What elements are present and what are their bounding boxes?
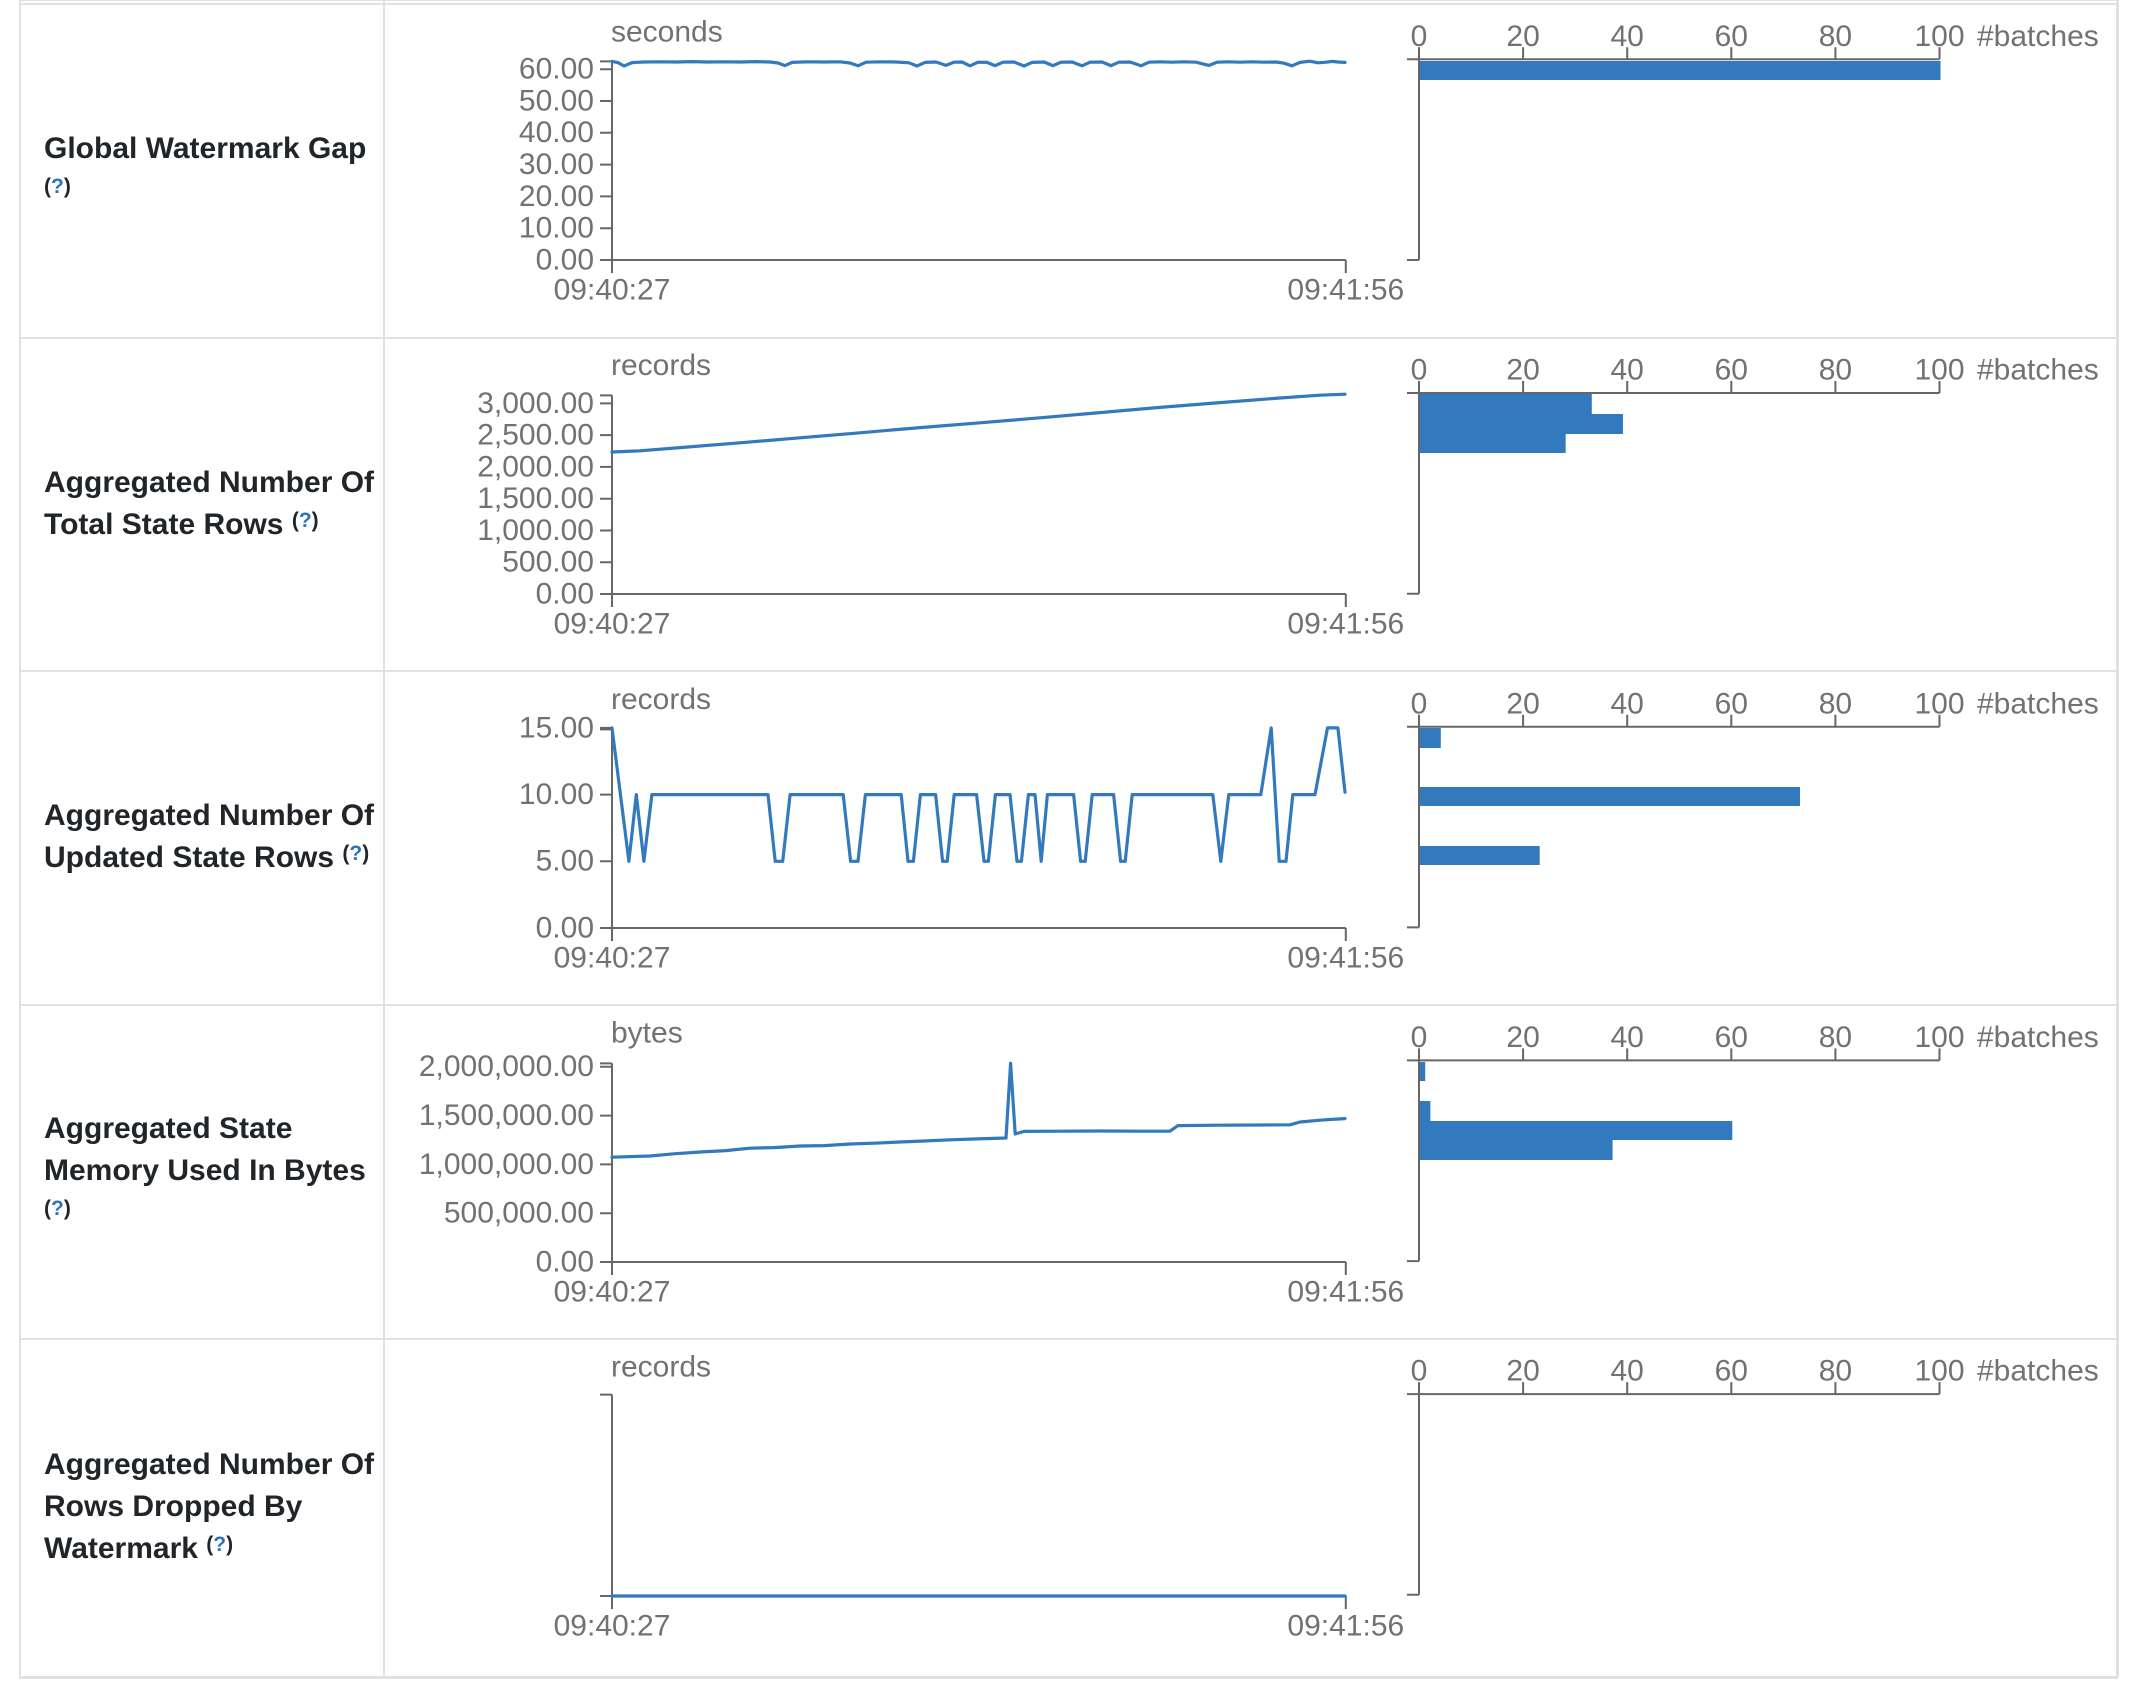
svg-text:1,000.00: 1,000.00: [477, 514, 594, 547]
svg-text:20: 20: [1506, 354, 1539, 387]
svg-text:20: 20: [1506, 20, 1539, 53]
svg-text:records: records: [611, 1350, 711, 1383]
svg-text:seconds: seconds: [611, 16, 723, 49]
svg-text:40: 40: [1611, 354, 1644, 387]
svg-text:40: 40: [1611, 687, 1644, 720]
svg-text:20: 20: [1506, 1021, 1539, 1054]
svg-text:80: 80: [1819, 687, 1852, 720]
svg-text:0: 0: [1411, 1021, 1428, 1054]
svg-text:1,000,000.00: 1,000,000.00: [419, 1148, 594, 1181]
svg-text:09:40:27: 09:40:27: [554, 1276, 671, 1309]
svg-text:3,000.00: 3,000.00: [477, 387, 594, 420]
svg-text:20: 20: [1506, 1355, 1539, 1388]
svg-text:80: 80: [1819, 20, 1852, 53]
svg-text:09:40:27: 09:40:27: [554, 1610, 671, 1643]
svg-text:0.00: 0.00: [536, 243, 594, 276]
svg-text:09:40:27: 09:40:27: [554, 942, 671, 975]
svg-text:60: 60: [1715, 1355, 1748, 1388]
svg-text:100: 100: [1914, 1355, 1964, 1388]
svg-text:#batches: #batches: [1977, 1021, 2099, 1054]
svg-text:20: 20: [1506, 687, 1539, 720]
svg-text:80: 80: [1819, 1355, 1852, 1388]
svg-text:#batches: #batches: [1977, 687, 2099, 720]
svg-text:09:40:27: 09:40:27: [554, 274, 671, 307]
svg-text:09:41:56: 09:41:56: [1287, 1276, 1404, 1309]
svg-text:1,500,000.00: 1,500,000.00: [419, 1099, 594, 1132]
svg-text:0.00: 0.00: [536, 577, 594, 610]
svg-text:0: 0: [1411, 1355, 1428, 1388]
svg-text:60: 60: [1715, 20, 1748, 53]
svg-text:records: records: [611, 349, 711, 382]
svg-text:09:41:56: 09:41:56: [1287, 942, 1404, 975]
svg-text:100: 100: [1914, 687, 1964, 720]
svg-text:40.00: 40.00: [519, 116, 594, 149]
svg-text:2,000.00: 2,000.00: [477, 450, 594, 483]
svg-text:#batches: #batches: [1977, 20, 2099, 53]
svg-text:60: 60: [1715, 1021, 1748, 1054]
svg-text:15.00: 15.00: [519, 711, 594, 744]
svg-text:10.00: 10.00: [519, 778, 594, 811]
svg-text:80: 80: [1819, 1021, 1852, 1054]
svg-text:40: 40: [1611, 1355, 1644, 1388]
svg-text:20.00: 20.00: [519, 180, 594, 213]
svg-text:500.00: 500.00: [502, 546, 594, 579]
svg-text:records: records: [611, 683, 711, 716]
svg-text:100: 100: [1914, 354, 1964, 387]
svg-text:#batches: #batches: [1977, 1355, 2099, 1388]
svg-text:40: 40: [1611, 20, 1644, 53]
svg-text:30.00: 30.00: [519, 148, 594, 181]
svg-text:09:41:56: 09:41:56: [1287, 1610, 1404, 1643]
svg-text:0: 0: [1411, 20, 1428, 53]
svg-text:10.00: 10.00: [519, 212, 594, 245]
svg-text:0: 0: [1411, 354, 1428, 387]
svg-text:2,500.00: 2,500.00: [477, 419, 594, 452]
svg-text:60: 60: [1715, 354, 1748, 387]
svg-text:0.00: 0.00: [536, 1245, 594, 1278]
svg-text:500,000.00: 500,000.00: [444, 1197, 594, 1230]
svg-text:100: 100: [1914, 20, 1964, 53]
svg-text:5.00: 5.00: [536, 845, 594, 878]
svg-text:1,500.00: 1,500.00: [477, 482, 594, 515]
svg-text:bytes: bytes: [611, 1017, 683, 1050]
svg-text:0: 0: [1411, 687, 1428, 720]
svg-text:60: 60: [1715, 687, 1748, 720]
svg-text:80: 80: [1819, 354, 1852, 387]
svg-text:40: 40: [1611, 1021, 1644, 1054]
svg-text:#batches: #batches: [1977, 354, 2099, 387]
svg-text:09:40:27: 09:40:27: [554, 608, 671, 641]
svg-text:2,000,000.00: 2,000,000.00: [419, 1050, 594, 1083]
svg-text:0.00: 0.00: [536, 911, 594, 944]
svg-text:09:41:56: 09:41:56: [1287, 608, 1404, 641]
svg-text:100: 100: [1914, 1021, 1964, 1054]
svg-text:60.00: 60.00: [519, 53, 594, 86]
svg-text:50.00: 50.00: [519, 84, 594, 117]
svg-text:09:41:56: 09:41:56: [1287, 274, 1404, 307]
